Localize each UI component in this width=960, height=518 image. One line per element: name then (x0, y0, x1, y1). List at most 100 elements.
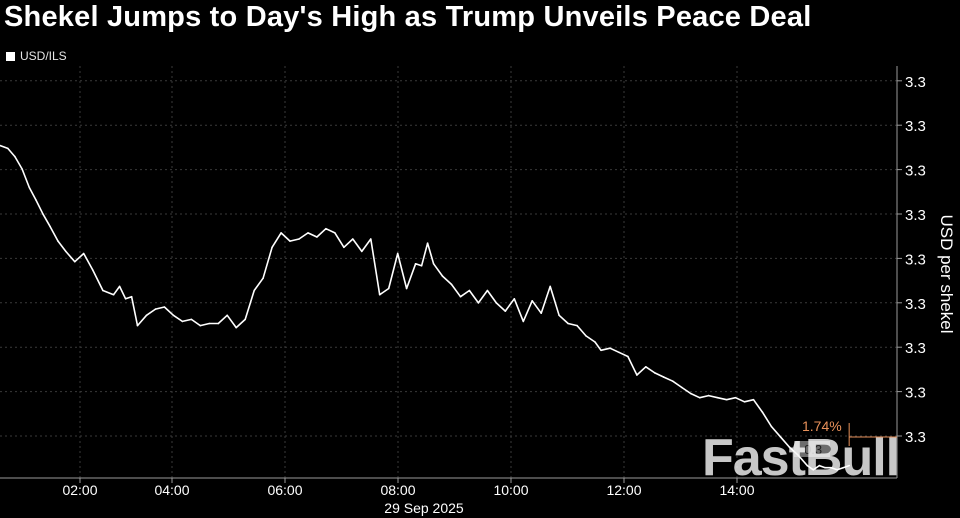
series-point (361, 250, 363, 253)
series-point (124, 298, 127, 300)
series-line-usdils (0, 144, 850, 471)
series-point (244, 318, 246, 321)
series-point (14, 155, 16, 158)
series-point (387, 287, 390, 290)
series-point (235, 326, 237, 329)
x-tick-label: 06:00 (267, 482, 302, 498)
series-point (0, 144, 1, 147)
series-point (42, 213, 44, 216)
series-point (426, 242, 429, 244)
x-date-label: 29 Sep 2025 (384, 500, 464, 516)
series-point (217, 322, 220, 325)
last-value-box-label: 0.3 (804, 442, 822, 457)
series-point (734, 396, 737, 399)
series-point (842, 466, 844, 469)
series-point (848, 464, 850, 467)
series-point (672, 380, 674, 383)
series-point (190, 318, 193, 321)
series-point (504, 310, 507, 312)
series-point (627, 355, 629, 358)
series-point (405, 287, 408, 290)
series-point (585, 335, 587, 337)
series-point (788, 446, 791, 448)
y-tick-label: 3.3 (905, 385, 926, 402)
series-point (495, 302, 498, 304)
legend: USD/ILS (6, 49, 67, 63)
series-point (522, 320, 525, 323)
series-point (663, 376, 665, 378)
fastbull-watermark: FastBull (702, 429, 900, 487)
last-value-pct: 1.74% (802, 418, 842, 434)
y-tick-label: 3.3 (905, 340, 926, 357)
series-point (112, 293, 115, 296)
series-point (600, 349, 602, 352)
series-point (316, 236, 318, 238)
y-tick-label: 3.3 (905, 163, 926, 180)
series-point (558, 314, 560, 317)
series-point (477, 302, 480, 304)
series-point (199, 324, 202, 327)
series-point (226, 314, 228, 317)
series-point (253, 289, 255, 292)
series-point (181, 320, 184, 323)
series-point (725, 398, 728, 401)
legend-swatch-usdils (6, 51, 15, 61)
series-point (271, 246, 273, 249)
series-point (57, 240, 59, 242)
y-tick-label: 3.3 (905, 296, 926, 313)
series-point (289, 240, 291, 242)
series-point (818, 464, 821, 467)
chart-title: Shekel Jumps to Day's High as Trump Unve… (4, 1, 812, 33)
series-point (65, 250, 67, 253)
series-point (370, 238, 372, 240)
axis-layer: 3.3 3.3 3.3 3.3 3.3 3.3 3.3 3.3 3.3 02:00 04:00 06:… (0, 66, 956, 516)
series-point (145, 314, 148, 317)
series-point (441, 275, 444, 277)
series-point (102, 289, 104, 292)
y-tick-label: 3.3 (905, 118, 926, 135)
series-point (21, 168, 23, 170)
series-point (420, 265, 423, 267)
series-point (707, 394, 710, 397)
series-point (7, 147, 9, 150)
y-axis-title: USD per shekel (937, 214, 956, 333)
x-tick-label: 12:00 (606, 482, 641, 498)
series-point (743, 401, 746, 403)
series-point (540, 312, 542, 315)
series-point (91, 269, 94, 271)
series-point (761, 411, 764, 413)
series-point (752, 398, 755, 401)
series-point (549, 285, 551, 288)
series-point (163, 306, 166, 308)
series-point (82, 252, 85, 255)
series-point (35, 199, 37, 201)
series-point (28, 186, 31, 189)
series-point (298, 238, 300, 240)
x-tick-label: 14:00 (719, 482, 754, 498)
series-point (594, 341, 596, 343)
series-point (49, 225, 51, 228)
y-tick-label: 3.3 (905, 74, 926, 91)
series-point (698, 396, 701, 399)
annotation-layer: 1.74% 0.3 (794, 418, 897, 457)
series-point (716, 396, 719, 399)
series-point (812, 469, 815, 471)
series-point (830, 466, 832, 469)
series-point (450, 283, 453, 286)
series-point (531, 300, 533, 302)
series-point (459, 295, 462, 298)
series-point (576, 324, 578, 327)
series-point (486, 289, 489, 292)
series-point (618, 351, 620, 354)
series-point (352, 238, 354, 240)
x-tick-label: 02:00 (62, 482, 97, 498)
series-point (136, 324, 139, 327)
series-point (325, 227, 327, 230)
series-point (118, 285, 121, 288)
series-point (432, 263, 435, 265)
series-point (130, 295, 133, 298)
x-tick-label: 10:00 (493, 482, 528, 498)
series-point (779, 436, 782, 438)
series-point (636, 374, 638, 376)
